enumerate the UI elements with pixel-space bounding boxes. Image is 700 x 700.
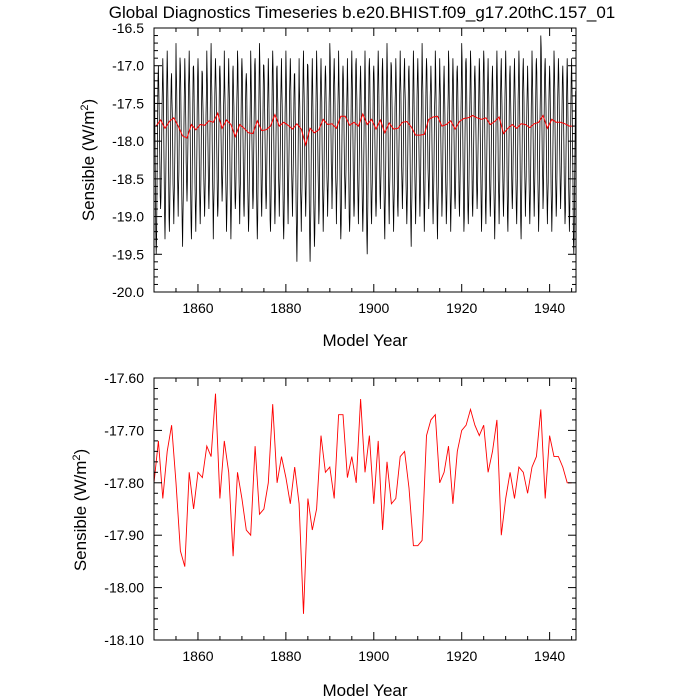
y-tick-label: -17.60 [104,370,144,386]
y-tick-label: -18.10 [104,632,144,648]
y-tick-label: -17.70 [104,422,144,438]
y-tick-label: -18.5 [112,171,144,187]
y-tick-label: -18.0 [112,133,144,149]
y-tick-label: -17.90 [104,527,144,543]
y-tick-label: -20.0 [112,284,144,300]
top-plot-frame [153,27,577,293]
annual-line-path-zoomed [153,393,572,614]
bottom-x-axis-label: Model Year [322,681,407,700]
y-tick-label: -17.0 [112,58,144,74]
annual-line-path [155,111,574,147]
monthly-series-line [153,35,576,262]
x-tick-label: 1880 [270,648,301,664]
y-tick-label: -17.80 [104,475,144,491]
top-x-axis-label: Model Year [322,331,407,350]
monthly-line-path [153,35,576,262]
x-tick-label: 1900 [358,648,389,664]
y-tick-label: -18.00 [104,580,144,596]
bottom-plot-frame [153,377,577,641]
top-panel: 1860 1880 1900 1920 1940 -20.0 -19.5 -19.0 -18.… [79,20,577,350]
annual-mean-series-line [155,111,574,147]
bottom-y-axis: -18.10 -18.00 -17.90 -17.80 -17.70 -17.60 [104,370,576,648]
y-tick-label: -17.5 [112,95,144,111]
x-tick-label: 1920 [446,300,477,316]
annual-mean-series-line-zoomed [153,393,572,614]
bottom-panel: 1860 1880 1900 1920 1940 -18.10-18.00-17.90-… [71,370,577,700]
bottom-x-axis: 1860 1880 1900 1920 1940 [153,378,573,664]
x-tick-label: 1940 [534,648,565,664]
top-x-axis: 1860 1880 1900 1920 1940 [153,28,573,316]
x-tick-label: 1860 [182,300,213,316]
x-tick-label: 1880 [270,300,301,316]
y-tick-label: -19.0 [112,209,144,225]
x-tick-label: 1920 [446,648,477,664]
y-tick-label: -19.5 [112,246,144,262]
x-tick-label: 1900 [358,300,389,316]
y-tick-label: -16.5 [112,20,144,36]
x-tick-label: 1860 [182,648,213,664]
top-y-axis: -20.0 -19.5 -19.0 -18.5 -18.0 -17.5 -17.0 -16.5 [112,20,576,300]
bottom-y-axis-label: Sensible (W/m2) [71,449,90,571]
chart-title: Global Diagnostics Timeseries b.e20.BHIS… [109,3,616,22]
top-y-axis-label: Sensible (W/m2) [79,99,98,221]
x-tick-label: 1940 [534,300,565,316]
